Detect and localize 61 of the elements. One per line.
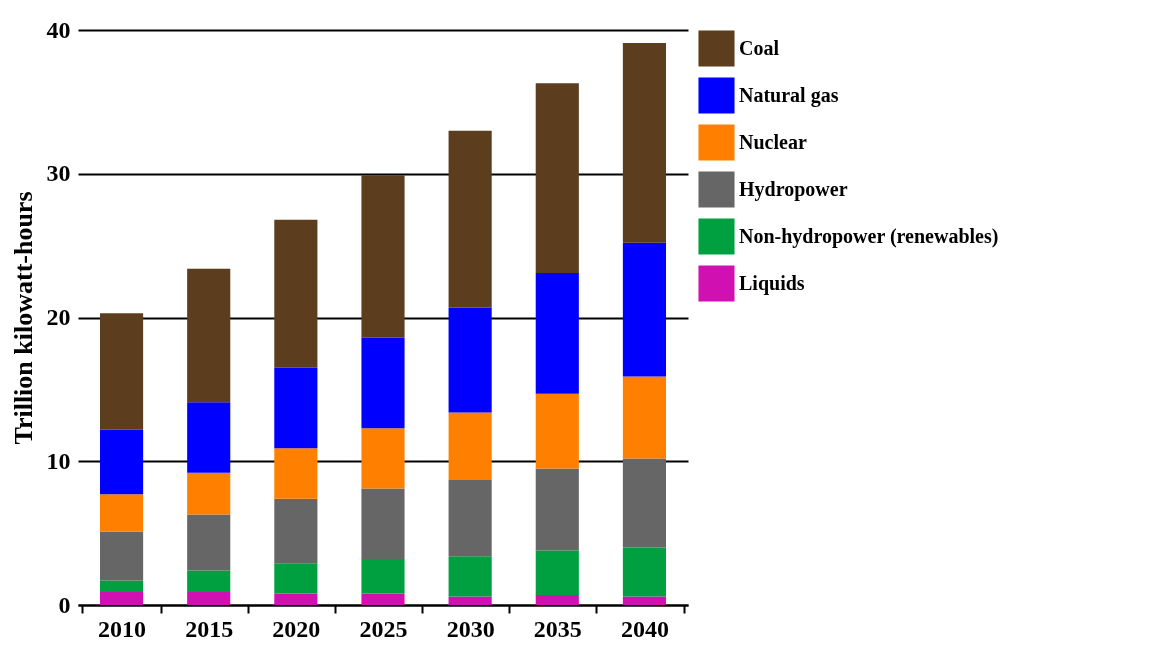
bar xyxy=(622,458,666,548)
bar xyxy=(274,498,318,564)
bar xyxy=(361,337,405,429)
bar xyxy=(361,428,405,489)
bar xyxy=(274,563,318,594)
x-tick-label: 2035 xyxy=(533,615,582,642)
y-tick-label: 20 xyxy=(46,304,71,330)
bar xyxy=(274,593,318,605)
x-tick-label: 2015 xyxy=(185,615,234,642)
bar xyxy=(535,83,579,273)
bar xyxy=(448,130,492,308)
bar xyxy=(187,472,231,515)
bar xyxy=(535,272,579,394)
bar xyxy=(535,393,579,469)
bar xyxy=(535,550,579,595)
x-tick-label: 2020 xyxy=(272,615,321,642)
legend-label: Non-hydropower (renewables) xyxy=(739,224,999,248)
bar xyxy=(448,596,492,605)
legend-label: Liquids xyxy=(739,271,805,295)
bar xyxy=(622,376,666,459)
bar xyxy=(274,219,318,368)
y-tick-label: 0 xyxy=(58,591,71,618)
bar xyxy=(622,42,666,243)
legend-label: Hydropower xyxy=(739,177,848,201)
bar xyxy=(187,592,231,605)
bar xyxy=(187,570,231,593)
x-tick-label: 2030 xyxy=(446,615,495,642)
y-axis-title: Trillion kilowatt-hours xyxy=(8,191,38,445)
y-tick-label: 30 xyxy=(46,160,71,187)
bar xyxy=(535,594,579,605)
x-tick-label: 2025 xyxy=(359,615,408,642)
bar xyxy=(187,402,231,473)
bar xyxy=(361,593,405,605)
bar xyxy=(100,313,144,430)
bar xyxy=(361,559,405,594)
bar xyxy=(100,580,144,593)
bar xyxy=(100,494,144,532)
bar xyxy=(448,412,492,480)
legend-label: Nuclear xyxy=(739,130,807,153)
bar xyxy=(622,547,666,597)
y-tick-label: 40 xyxy=(46,16,71,43)
bar xyxy=(448,307,492,413)
bar xyxy=(274,448,318,499)
legend-label: Coal xyxy=(739,36,780,59)
bar xyxy=(100,429,144,495)
x-tick-label: 2010 xyxy=(98,615,147,642)
bar xyxy=(448,479,492,557)
bar xyxy=(187,514,231,571)
bar xyxy=(622,596,666,605)
bar xyxy=(448,556,492,597)
y-tick-label: 10 xyxy=(46,447,71,474)
bar xyxy=(100,531,144,581)
bar xyxy=(361,175,405,338)
bar xyxy=(622,242,666,377)
bar xyxy=(100,592,144,605)
bar xyxy=(274,367,318,449)
bar xyxy=(535,468,579,551)
x-tick-label: 2040 xyxy=(620,615,669,642)
bar xyxy=(361,488,405,559)
bar xyxy=(187,268,231,403)
legend-label: Natural gas xyxy=(739,83,839,107)
